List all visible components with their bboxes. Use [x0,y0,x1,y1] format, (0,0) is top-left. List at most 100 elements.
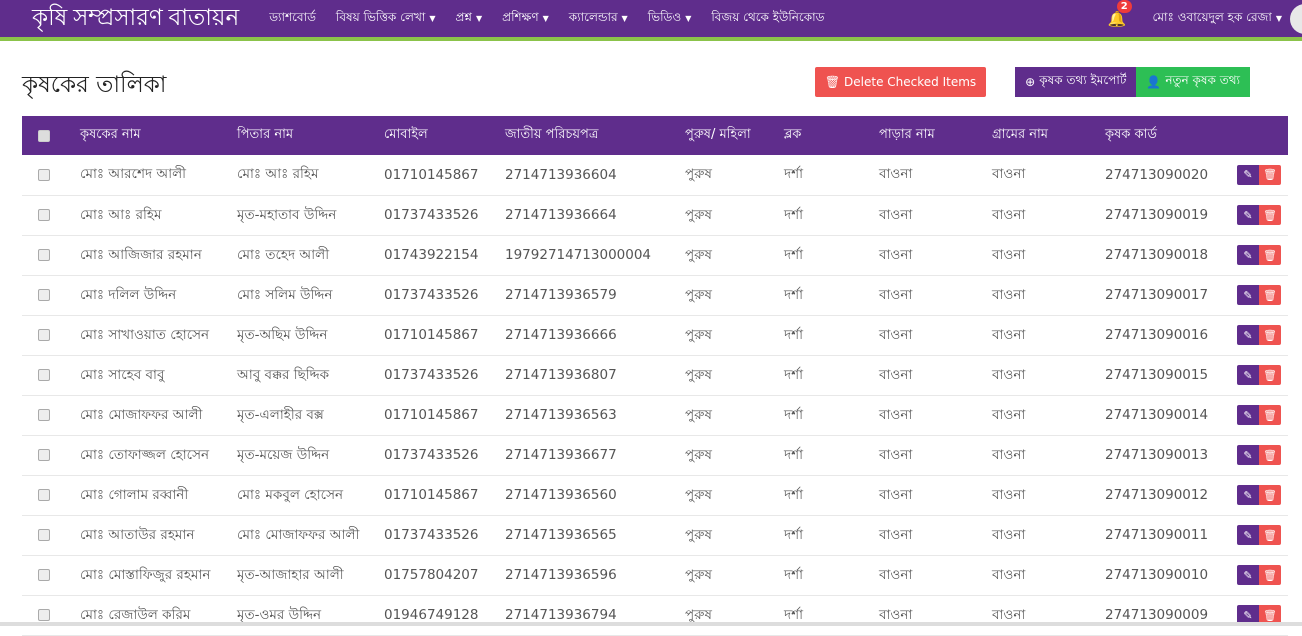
trash-icon[interactable]: 🗑 [1259,405,1281,425]
trash-icon[interactable]: 🗑 [1259,325,1281,345]
nav-item-0[interactable]: ড্যাশবোর্ড [269,9,316,29]
cell-farmer-card: 274713090020 [1105,155,1237,196]
row-checkbox[interactable] [38,449,50,461]
new-farmer-button[interactable]: 👤 নতুন কৃষক তথ্য [1136,67,1250,97]
cell-mobile: 01710145867 [384,315,505,356]
trash-icon[interactable]: 🗑 [1259,605,1281,625]
row-checkbox[interactable] [38,168,50,181]
nav-item-label: ড্যাশবোর্ড [269,9,316,24]
row-checkbox[interactable] [38,369,50,381]
trash-icon[interactable]: 🗑 [1259,285,1281,305]
cell-mobile: 01737433526 [384,275,505,316]
brand-logo[interactable]: কৃষি সম্প্রসারণ বাতায়ন [32,5,240,30]
select-all-checkbox[interactable] [38,129,50,142]
row-checkbox[interactable] [38,409,50,421]
edit-icon[interactable]: ✎ [1237,365,1259,385]
edit-icon[interactable]: ✎ [1237,325,1259,345]
cell-nid: 2714713936794 [505,595,685,636]
cell-nid: 2714713936579 [505,275,685,316]
edit-icon[interactable]: ✎ [1237,405,1259,425]
cell-farmer-name: মোঃ সাখাওয়াত হোসেন [80,315,237,356]
select-all-cell [22,116,80,155]
trash-icon: 🗑 [824,75,841,89]
cell-block: দর্শা [784,355,879,396]
nav-item-label: ভিডিও [647,9,682,24]
edit-icon[interactable]: ✎ [1237,164,1259,185]
row-select-cell [22,515,80,556]
edit-icon[interactable]: ✎ [1237,605,1259,625]
edit-icon[interactable]: ✎ [1237,445,1259,465]
cell-para: বাওনা [879,595,992,636]
row-checkbox[interactable] [38,489,50,501]
row-checkbox[interactable] [38,609,50,621]
cell-farmer-name: মোঃ আতাউর রহমান [80,515,237,556]
edit-icon[interactable]: ✎ [1237,525,1259,545]
cell-para: বাওনা [879,155,992,196]
trash-icon[interactable]: 🗑 [1259,365,1281,385]
avatar[interactable] [1290,3,1302,34]
nav-item-2[interactable]: প্রশ্ন ▼ [455,9,482,29]
row-checkbox[interactable] [38,329,50,341]
column-header-gender: পুরুষ/ মহিলা [685,116,784,155]
cell-village: বাওনা [992,595,1105,636]
cell-block: দর্শা [784,155,879,196]
table-row: মোঃ মোস্তাফিজুর রহমান মৃত-আজাহার আলী 01757… [22,555,1288,596]
cell-farmer-name: মোঃ আজিজার রহমান [80,235,237,276]
table-row: মোঃ গোলাম রব্বানী মোঃ মকবুল হোসেন 01710145… [22,475,1288,516]
edit-icon[interactable]: ✎ [1237,245,1259,265]
row-actions: ✎ 🗑 [1237,475,1288,516]
nav-item-6[interactable]: বিজয় থেকে ইউনিকোড [711,9,824,29]
trash-icon[interactable]: 🗑 [1259,164,1281,185]
column-header-father-name: পিতার নাম [237,116,384,155]
nav-item-4[interactable]: ক্যালেন্ডার ▼ [569,9,628,29]
cell-farmer-card: 274713090010 [1105,555,1237,596]
edit-icon[interactable]: ✎ [1237,285,1259,305]
column-header-farmer-name: কৃষকের নাম [80,116,237,155]
cell-gender: পুরুষ [685,515,784,556]
notifications[interactable]: 🔔 2 [1107,0,1132,28]
cell-farmer-name: মোঃ আরশেদ আলী [80,155,237,196]
delete-checked-button[interactable]: 🗑 Delete Checked Items [814,67,987,97]
user-menu[interactable]: মোঃ ওবায়েদুল হক রেজা ▼ [1152,9,1282,29]
cell-father-name: মোঃ তহেদ আলী [237,235,384,276]
edit-icon[interactable]: ✎ [1237,205,1259,225]
cell-mobile: 01710145867 [384,395,505,436]
trash-icon[interactable]: 🗑 [1259,445,1281,465]
nav-item-5[interactable]: ভিডিও ▼ [648,9,692,29]
bell-icon[interactable]: 🔔 [1107,10,1127,28]
cell-nid: 2714713936596 [505,555,685,596]
nav-item-label: বিষয় ভিত্তিক লেখা [335,9,426,24]
edit-icon[interactable]: ✎ [1237,485,1259,505]
trash-icon[interactable]: 🗑 [1259,205,1281,225]
nav-item-3[interactable]: প্রশিক্ষণ ▼ [502,9,549,29]
cell-mobile: 01743922154 [384,235,505,276]
row-checkbox[interactable] [38,289,50,301]
row-checkbox[interactable] [38,529,50,541]
row-checkbox[interactable] [38,249,50,261]
edit-icon[interactable]: ✎ [1237,565,1259,585]
trash-icon[interactable]: 🗑 [1259,485,1281,505]
cell-farmer-name: মোঃ তোফাজ্জল হোসেন [80,435,237,476]
trash-icon[interactable]: 🗑 [1259,525,1281,545]
cell-farmer-card: 274713090016 [1105,315,1237,356]
caret-down-icon: ▼ [475,13,483,23]
column-header-para: পাড়ার নাম [879,116,992,155]
scrollbar[interactable] [0,622,1302,626]
trash-icon[interactable]: 🗑 [1259,565,1281,585]
row-checkbox[interactable] [38,569,50,581]
cell-village: বাওনা [992,395,1105,436]
row-actions: ✎ 🗑 [1237,435,1288,476]
nav-item-1[interactable]: বিষয় ভিত্তিক লেখা ▼ [336,9,436,29]
import-farmer-button[interactable]: ⊕ কৃষক তথ্য ইমপোর্ট [1015,67,1137,97]
trash-icon[interactable]: 🗑 [1259,245,1281,265]
page-title: কৃষকের তালিকা [22,72,167,98]
table-row: মোঃ আঃ রহিম মৃত-মহাতাব উদ্দিন 01737433526 2… [22,195,1288,236]
row-actions: ✎ 🗑 [1237,195,1288,236]
cell-village: বাওনা [992,435,1105,476]
table-row: মোঃ রেজাউল করিম মৃত-ওমর উদ্দিন 01946749128… [22,595,1288,636]
nav-menu: ড্যাশবোর্ড বিষয় ভিত্তিক লেখা ▼ প্রশ্ন ▼ প্রশ… [269,9,824,29]
cell-village: বাওনা [992,195,1105,236]
table-row: মোঃ সাখাওয়াত হোসেন মৃত-অছিম উদ্দিন 017101… [22,315,1288,356]
row-checkbox[interactable] [38,209,50,221]
cell-village: বাওনা [992,235,1105,276]
